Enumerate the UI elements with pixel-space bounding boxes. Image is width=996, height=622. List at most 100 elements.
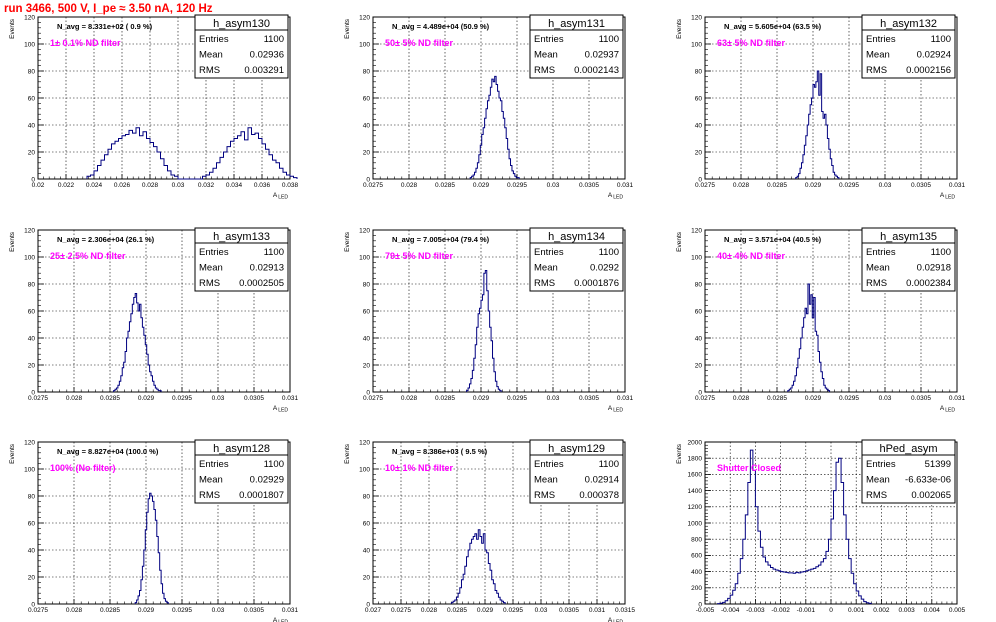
histogram-line [86, 127, 298, 180]
stats-name: h_asym132 [880, 18, 937, 30]
navg-label: N_avg = 2.306e+04 (26.1 %) [57, 235, 155, 244]
histogram-line [466, 270, 502, 392]
y-axis-title: Events [9, 18, 16, 39]
stats-value: 0.000378 [579, 490, 619, 501]
x-tick-label: 0.029 [805, 182, 822, 189]
y-tick-label: 200 [691, 585, 702, 592]
stats-box [529, 227, 624, 292]
x-tick-label: -0.004 [721, 607, 740, 614]
x-tick-label: 0.031 [949, 182, 966, 189]
x-tick-label: 0.0285 [767, 395, 787, 402]
x-tick-label: 0.029 [477, 607, 494, 614]
y-axis-title: Events [344, 18, 351, 39]
histogram-panel-h_asym133: 0.0275 0.028 0.0285 0.029 0.0295 0.03 0.0305 0.… [9, 227, 299, 413]
y-tick-label: 80 [363, 493, 371, 500]
y-axis-title: Events [9, 443, 16, 464]
y-tick-label: 60 [28, 308, 36, 315]
x-tick-label: -0.001 [797, 607, 816, 614]
stats-label: Entries [866, 34, 896, 45]
stats-label: Entries [534, 459, 564, 470]
stats-name: h_asym134 [548, 231, 605, 243]
x-tick-label: 0.0275 [363, 395, 383, 402]
stats-value: 0.0001876 [574, 278, 619, 289]
y-axis-title: Events [676, 231, 683, 252]
x-tick-label: 0.022 [58, 182, 75, 189]
x-axis-title: ALED [273, 617, 288, 622]
stats-name: h_asym131 [548, 18, 605, 30]
navg-label: N_avg = 3.571e+04 (40.5 %) [724, 235, 822, 244]
x-tick-label: 0.029 [473, 182, 490, 189]
y-tick-label: 0 [366, 601, 370, 608]
navg-label: N_avg = 8.827e+04 (100.0 %) [57, 447, 159, 456]
x-tick-label: 0.0305 [244, 607, 264, 614]
stats-value: 0.003291 [244, 65, 284, 76]
y-tick-label: 80 [363, 281, 371, 288]
x-tick-label: 0.0305 [559, 607, 579, 614]
y-tick-label: 120 [691, 14, 702, 21]
stats-label: RMS [199, 278, 220, 289]
stats-value: 0.02929 [250, 475, 284, 486]
x-tick-label: 0.031 [589, 607, 606, 614]
stats-name: hPed_asym [879, 443, 937, 455]
x-tick-label: 0.031 [617, 182, 634, 189]
x-tick-label: 0.028 [66, 607, 83, 614]
y-tick-label: 800 [691, 537, 702, 544]
y-axis-title: Events [9, 231, 16, 252]
stats-value: 0.0001807 [239, 490, 284, 501]
y-tick-label: 40 [28, 122, 36, 129]
stats-label: RMS [534, 278, 555, 289]
y-tick-label: 40 [695, 122, 703, 129]
x-tick-label: 0.0275 [391, 607, 411, 614]
stats-box [194, 227, 289, 292]
histogram-panel-h_asym132: 0.0275 0.028 0.0285 0.029 0.0295 0.03 0.0305 0.… [676, 14, 966, 200]
y-tick-label: 40 [28, 547, 36, 554]
x-tick-label: 0.0275 [363, 182, 383, 189]
y-tick-label: 0 [366, 389, 370, 396]
x-tick-label: 0.028 [401, 182, 418, 189]
y-tick-label: 60 [363, 308, 371, 315]
x-tick-label: 0 [829, 607, 833, 614]
stats-label: Mean [199, 50, 223, 61]
x-tick-label: 0.028 [401, 395, 418, 402]
y-tick-label: 120 [691, 227, 702, 234]
y-axis-title: Events [676, 18, 683, 39]
histogram-panel-h_asym134: 0.0275 0.028 0.0285 0.029 0.0295 0.03 0.0305 0.… [344, 227, 634, 413]
stats-box [194, 14, 289, 79]
stats-value: 1100 [599, 459, 619, 470]
y-tick-label: 20 [363, 362, 371, 369]
x-tick-label: 0.0285 [100, 607, 120, 614]
x-tick-label: 0.0305 [911, 182, 931, 189]
y-tick-label: 1400 [688, 488, 703, 495]
stats-label: RMS [866, 65, 887, 76]
navg-label: N_avg = 5.605e+04 (63.5 %) [724, 22, 822, 31]
y-tick-label: 2000 [688, 439, 703, 446]
stats-value: 0.02913 [250, 263, 284, 274]
y-tick-label: 80 [28, 493, 36, 500]
x-tick-label: 0.03 [547, 395, 560, 402]
x-tick-label: 0.0305 [244, 395, 264, 402]
stats-box [861, 14, 956, 79]
x-tick-label: 0.02 [32, 182, 45, 189]
x-tick-label: 0.029 [138, 395, 155, 402]
y-tick-label: 120 [359, 14, 370, 21]
stats-value: 0.02918 [917, 263, 951, 274]
x-tick-label: 0.03 [879, 395, 892, 402]
y-tick-label: 1600 [688, 472, 703, 479]
stats-box [194, 439, 289, 504]
y-tick-label: 100 [24, 466, 35, 473]
run-title: run 3466, 500 V, I_pe ≈ 3.50 nA, 120 Hz [4, 3, 213, 15]
x-tick-label: 0.004 [924, 607, 941, 614]
y-tick-label: 20 [695, 149, 703, 156]
x-tick-label: 0.03 [172, 182, 185, 189]
stats-label: Entries [199, 459, 229, 470]
histogram-panel-h_asym129: 0.027 0.0275 0.028 0.0285 0.029 0.0295 0.03 0.0… [344, 439, 635, 622]
y-tick-label: 100 [691, 254, 702, 261]
y-tick-label: 120 [24, 14, 35, 21]
y-tick-label: 40 [363, 335, 371, 342]
histogram-line [113, 292, 162, 392]
filter-label: 25± 2.5% ND filter [50, 251, 126, 261]
x-tick-label: 0.0305 [579, 182, 599, 189]
x-tick-label: 0.024 [86, 182, 103, 189]
stats-name: h_asym130 [213, 18, 270, 30]
